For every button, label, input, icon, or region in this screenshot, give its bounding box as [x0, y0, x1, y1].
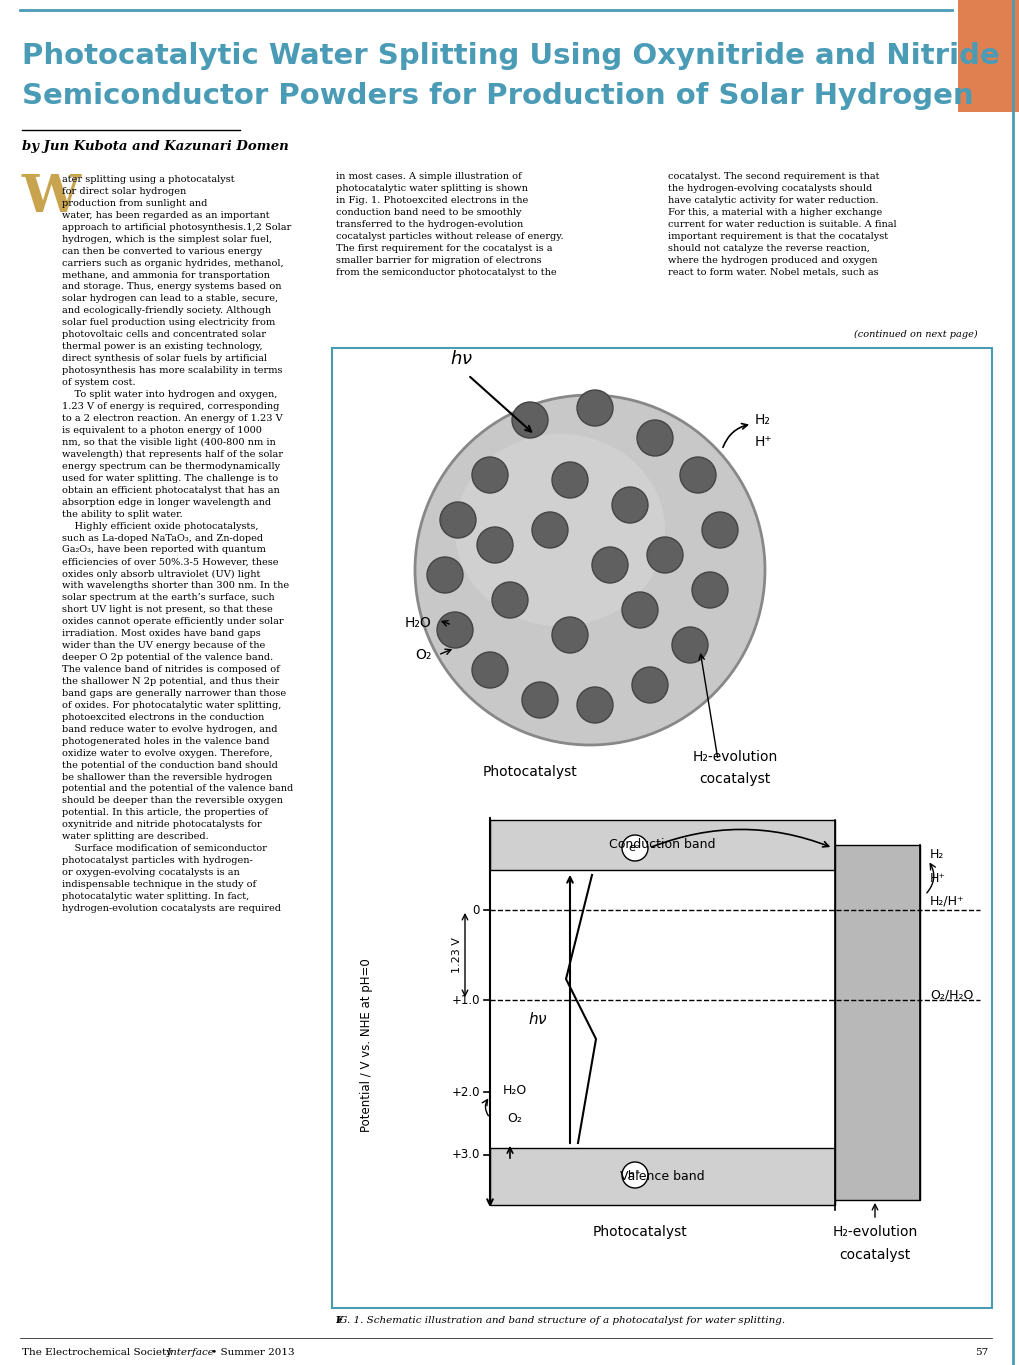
- Text: The Electrochemical Society: The Electrochemical Society: [22, 1349, 175, 1357]
- Text: by Jun Kubota and Kazunari Domen: by Jun Kubota and Kazunari Domen: [22, 141, 288, 153]
- Circle shape: [512, 403, 547, 438]
- Text: H₂/H⁺: H₂/H⁺: [929, 894, 964, 908]
- Bar: [489, 1148, 835, 1205]
- Text: in most cases. A simple illustration of
photocatalytic water splitting is shown
: in most cases. A simple illustration of …: [335, 172, 564, 277]
- Circle shape: [436, 612, 473, 648]
- Text: H₂-evolution: H₂-evolution: [832, 1224, 917, 1239]
- Text: O₂: O₂: [415, 648, 431, 662]
- Circle shape: [415, 394, 764, 745]
- Text: h⁺: h⁺: [628, 1170, 641, 1179]
- Text: • Summer 2013: • Summer 2013: [208, 1349, 294, 1357]
- Text: e⁻: e⁻: [628, 844, 641, 853]
- Text: IG. 1. Schematic illustration and band structure of a photocatalyst for water sp: IG. 1. Schematic illustration and band s…: [334, 1316, 785, 1325]
- Circle shape: [622, 835, 647, 861]
- Text: ater splitting using a photocatalyst
for direct solar hydrogen
production from s: ater splitting using a photocatalyst for…: [62, 175, 293, 913]
- Circle shape: [439, 502, 476, 538]
- Circle shape: [637, 420, 673, 456]
- Ellipse shape: [454, 434, 664, 627]
- Circle shape: [591, 547, 628, 583]
- Text: H₂O: H₂O: [502, 1084, 527, 1096]
- Text: (continued on next page): (continued on next page): [854, 330, 977, 339]
- Text: +1.0: +1.0: [451, 994, 480, 1006]
- Circle shape: [622, 1162, 647, 1188]
- Bar: [331, 348, 991, 1308]
- Circle shape: [522, 682, 557, 718]
- Circle shape: [632, 667, 667, 703]
- Circle shape: [551, 461, 587, 498]
- Circle shape: [477, 527, 513, 562]
- Circle shape: [551, 617, 587, 652]
- Text: W: W: [22, 172, 82, 222]
- Text: H₂-evolution: H₂-evolution: [692, 749, 776, 764]
- Text: Photocatalyst: Photocatalyst: [482, 764, 577, 779]
- Text: 57: 57: [974, 1349, 987, 1357]
- Text: O₂/H₂O: O₂/H₂O: [929, 988, 972, 1002]
- Text: H⁺: H⁺: [754, 435, 771, 449]
- Text: 1.23 V: 1.23 V: [451, 936, 462, 973]
- Circle shape: [672, 627, 707, 663]
- Circle shape: [491, 581, 528, 618]
- Bar: [957, 0, 1019, 112]
- Text: Conduction band: Conduction band: [608, 838, 715, 852]
- Circle shape: [680, 457, 715, 493]
- Text: cocatalyst. The second requirement is that
the hydrogen-evolving cocatalysts sho: cocatalyst. The second requirement is th…: [667, 172, 896, 277]
- Text: Valence band: Valence band: [620, 1170, 704, 1183]
- Text: +3.0: +3.0: [451, 1148, 480, 1162]
- Text: H₂: H₂: [929, 849, 944, 861]
- Circle shape: [532, 512, 568, 547]
- Circle shape: [701, 512, 738, 547]
- Text: Photocatalytic Water Splitting Using Oxynitride and Nitride: Photocatalytic Water Splitting Using Oxy…: [22, 42, 999, 70]
- Circle shape: [646, 536, 683, 573]
- Text: cocatalyst: cocatalyst: [699, 773, 770, 786]
- Circle shape: [577, 687, 612, 723]
- Text: H₂: H₂: [754, 414, 770, 427]
- Circle shape: [622, 592, 657, 628]
- Circle shape: [427, 557, 463, 592]
- Text: $h\nu$: $h\nu$: [450, 349, 473, 369]
- Bar: [489, 820, 835, 870]
- Text: $h\nu$: $h\nu$: [528, 1011, 547, 1026]
- Circle shape: [472, 652, 507, 688]
- Text: H⁺: H⁺: [929, 871, 945, 885]
- Circle shape: [611, 487, 647, 523]
- Text: Interface: Interface: [166, 1349, 214, 1357]
- Text: cocatalyst: cocatalyst: [839, 1248, 910, 1263]
- Text: O₂: O₂: [507, 1111, 522, 1125]
- Circle shape: [577, 390, 612, 426]
- Text: Semiconductor Powders for Production of Solar Hydrogen: Semiconductor Powders for Production of …: [22, 82, 973, 111]
- Text: 0: 0: [472, 904, 480, 916]
- Text: H₂O: H₂O: [405, 616, 431, 631]
- Text: F: F: [334, 1316, 342, 1325]
- Bar: [835, 845, 919, 1200]
- Circle shape: [691, 572, 728, 607]
- Circle shape: [472, 457, 507, 493]
- Text: Potential / V vs. NHE at pH=0: Potential / V vs. NHE at pH=0: [360, 958, 373, 1132]
- Text: Photocatalyst: Photocatalyst: [592, 1224, 687, 1239]
- Text: +2.0: +2.0: [451, 1085, 480, 1099]
